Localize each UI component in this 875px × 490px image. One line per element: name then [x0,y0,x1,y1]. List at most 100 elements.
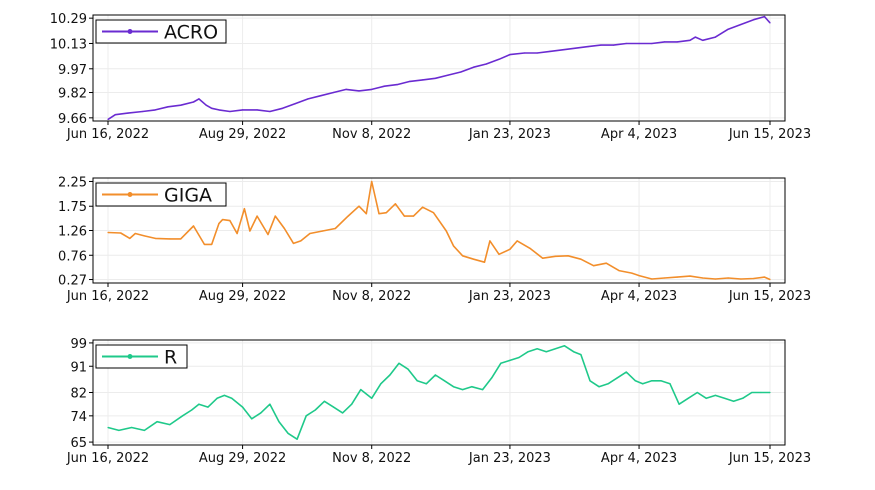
data-point [562,49,564,51]
data-point [416,380,418,382]
data-point [365,213,367,215]
data-point [443,380,446,382]
legend: GIGA [95,182,227,207]
data-point [634,380,637,382]
data-point [231,397,233,399]
data-point [769,278,771,281]
data-point [389,374,391,376]
data-point [573,351,575,353]
data-point [154,237,156,239]
data-point [618,270,620,272]
data-point [616,377,618,379]
data-point [412,215,415,217]
data-point [678,403,680,405]
data-point [216,397,218,399]
data-point [598,386,600,388]
data-point [509,248,511,250]
data-point [403,215,405,217]
data-point [260,412,262,414]
data-point [114,114,116,116]
legend-swatch-marker [127,29,133,34]
data-point [663,41,666,43]
data-point [345,88,347,90]
y-tick-label: 2.25 [58,175,87,190]
legend-label: ACRO [164,22,218,44]
data-point [536,348,538,350]
x-tick-label: Jun 16, 2022 [66,289,149,304]
data-point [753,277,755,280]
data-point [300,240,302,242]
data-point [714,394,717,396]
data-point [574,47,577,49]
chart-panel-0: 9.66 9.82 9.97 10.13 10.29 Jun 16, 2022 Aug 29… [50,12,811,142]
data-point [142,110,144,113]
x-tick-label: Apr 4, 2023 [601,289,677,304]
data-point [182,415,184,417]
data-point [307,98,309,100]
data-point [549,50,551,53]
data-point [473,258,475,260]
data-point [580,354,582,356]
data-point [500,362,502,364]
data-point [651,278,653,280]
x-tick-label: Aug 29, 2022 [199,451,286,466]
data-point [251,418,253,420]
data-point [769,22,771,24]
data-point [269,403,271,405]
data-point [452,386,455,388]
data-point [267,233,269,236]
data-point [663,277,666,279]
data-point [740,278,742,280]
data-point [554,348,557,350]
data-point [294,103,296,105]
data-point [256,109,258,111]
data-point [563,345,566,347]
data-point [129,237,131,239]
data-point [483,261,486,263]
x-tick-label: Jun 16, 2022 [66,451,149,466]
data-point [409,80,411,82]
data-point [342,412,344,414]
x-tick-label: Jun 15, 2023 [728,127,811,142]
data-point [242,109,244,111]
data-point [242,406,244,408]
data-point [740,23,742,26]
data-point [651,42,653,45]
legend-swatch-marker [127,192,133,197]
x-tick-label: Jun 16, 2022 [66,127,149,142]
data-point [107,118,109,120]
y-tick-label: 99 [70,337,87,352]
data-point [332,406,335,408]
data-point [378,213,380,215]
series-line-r [107,344,770,441]
data-point [351,403,353,405]
data-point [380,383,382,385]
data-point [256,215,258,217]
data-point [498,253,500,255]
legend-label: R [164,347,177,369]
data-point [593,265,595,267]
data-point [434,374,436,376]
x-tick-label: Jun 15, 2023 [728,289,811,304]
y-tick-label: 74 [70,410,87,425]
data-point [292,242,295,244]
data-point [134,232,136,235]
data-point [143,235,145,237]
data-point [323,400,325,402]
data-point [360,389,362,391]
data-point [282,107,284,109]
data-point [229,110,231,113]
data-point [249,230,251,232]
data-point [625,371,627,373]
x-tick-label: Aug 29, 2022 [199,289,286,304]
data-point [296,438,298,440]
data-point [274,215,276,217]
data-point [462,389,464,391]
y-tick-label: 9.97 [58,63,87,78]
data-point [309,232,311,235]
data-point [733,400,735,402]
data-point [180,238,182,240]
x-tick-label: Jan 23, 2023 [468,127,551,142]
data-point [192,225,195,227]
data-point [763,276,766,278]
